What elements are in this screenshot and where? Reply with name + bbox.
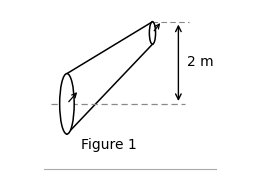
Ellipse shape bbox=[149, 22, 155, 44]
Text: 2 m: 2 m bbox=[187, 55, 214, 69]
Ellipse shape bbox=[60, 74, 74, 134]
Text: Figure 1: Figure 1 bbox=[81, 138, 137, 152]
